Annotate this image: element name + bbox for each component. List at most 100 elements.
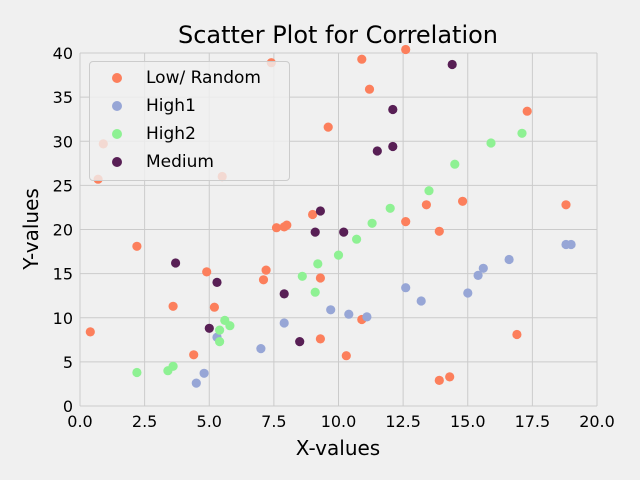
y-tick-label: 10 xyxy=(53,309,73,328)
scatter-point xyxy=(447,59,457,70)
scatter-point xyxy=(215,337,225,347)
scatter-point xyxy=(310,227,320,237)
scatter-point xyxy=(132,367,142,378)
scatter-point xyxy=(364,84,375,94)
chart-title: Scatter Plot for Correlation xyxy=(178,21,498,49)
scatter-point xyxy=(315,273,325,283)
scatter-point xyxy=(256,344,266,354)
scatter-point xyxy=(215,325,225,335)
scatter-point xyxy=(434,375,444,385)
scatter-point xyxy=(308,209,318,220)
x-tick-label: 0.0 xyxy=(67,412,92,431)
legend-item-high1: High1 xyxy=(90,95,196,117)
scatter-point xyxy=(315,206,325,216)
y-tick-labels: 0 5 10 15 20 25 30 35 40 xyxy=(53,44,73,416)
scatter-point xyxy=(561,200,571,210)
x-tick-label: 5.0 xyxy=(197,412,222,431)
x-axis-label: X-values xyxy=(296,436,380,460)
scatter-point xyxy=(357,54,367,64)
x-tick-label: 7.5 xyxy=(261,412,286,431)
x-tick-label: 12.5 xyxy=(385,412,421,431)
y-tick-label: 40 xyxy=(53,44,73,63)
legend-item-low-random: Low/ Random xyxy=(90,67,261,89)
scatter-point xyxy=(445,372,455,382)
scatter-point xyxy=(401,217,411,227)
x-tick-label: 17.5 xyxy=(515,412,551,431)
scatter-point xyxy=(450,159,460,169)
scatter-point xyxy=(132,241,142,251)
scatter-point xyxy=(258,275,269,285)
scatter-point xyxy=(199,368,209,378)
legend-marker-high1 xyxy=(112,101,122,111)
scatter-point xyxy=(168,301,178,311)
scatter-point xyxy=(212,277,222,287)
y-tick-label: 5 xyxy=(63,353,73,372)
scatter-point xyxy=(352,234,362,244)
scatter-point xyxy=(362,312,372,322)
legend: Low/ Random High1 High2 Medium xyxy=(89,61,290,181)
scatter-point xyxy=(512,329,522,340)
scatter-point xyxy=(204,323,214,333)
y-tick-label: 25 xyxy=(53,176,73,195)
legend-label-medium: Medium xyxy=(146,152,214,172)
x-tick-label: 15.0 xyxy=(450,412,486,431)
scatter-point xyxy=(310,287,320,297)
legend-marker-high2 xyxy=(112,129,122,139)
y-tick-label: 30 xyxy=(53,132,73,151)
scatter-point xyxy=(401,283,411,293)
scatter-point xyxy=(315,334,325,344)
scatter-point xyxy=(191,378,201,388)
scatter-point xyxy=(341,351,351,361)
y-axis-label: Y-values xyxy=(19,188,43,271)
scatter-point xyxy=(388,104,398,115)
scatter-point xyxy=(401,44,411,55)
scatter-point xyxy=(367,218,377,228)
scatter-point xyxy=(333,250,344,260)
legend-label-low-random: Low/ Random xyxy=(146,68,261,88)
scatter-point xyxy=(209,302,219,312)
scatter-point xyxy=(522,106,532,116)
scatter-point xyxy=(313,259,323,269)
scatter-point xyxy=(385,203,395,213)
scatter-point xyxy=(297,271,307,281)
scatter-point xyxy=(486,138,496,148)
scatter-point xyxy=(416,296,426,306)
scatter-point xyxy=(295,337,305,347)
x-tick-label: 2.5 xyxy=(132,412,157,431)
legend-marker-low-random xyxy=(112,73,122,83)
scatter-point xyxy=(189,350,199,360)
scatter-point xyxy=(271,223,282,233)
scatter-point xyxy=(282,220,292,230)
x-tick-label: 20.0 xyxy=(579,412,615,431)
scatter-point xyxy=(279,289,289,299)
scatter-point xyxy=(566,239,576,250)
scatter-point xyxy=(463,288,473,298)
scatter-point xyxy=(504,254,514,265)
scatter-point xyxy=(323,122,333,132)
y-tick-label: 15 xyxy=(53,265,73,284)
scatter-point xyxy=(434,226,444,236)
scatter-point xyxy=(421,200,431,210)
scatter-point xyxy=(424,186,434,196)
scatter-point xyxy=(279,318,289,328)
x-tick-label: 10.0 xyxy=(321,412,357,431)
scatter-point xyxy=(168,361,178,371)
legend-item-medium: Medium xyxy=(90,151,214,173)
scatter-point xyxy=(225,321,235,331)
scatter-point xyxy=(517,128,527,138)
legend-item-high2: High2 xyxy=(90,123,196,145)
scatter-point xyxy=(261,265,271,275)
scatter-point xyxy=(171,258,181,268)
legend-label-high1: High1 xyxy=(146,96,196,116)
x-tick-labels: 0.0 2.5 5.0 7.5 10.0 12.5 15.0 17.5 20.0 xyxy=(67,412,615,431)
y-tick-label: 0 xyxy=(63,397,73,416)
scatter-point xyxy=(339,227,349,237)
scatter-point xyxy=(372,146,382,156)
scatter-point xyxy=(458,196,468,206)
scatter-point xyxy=(478,263,488,273)
scatter-point xyxy=(85,327,95,337)
scatter-point xyxy=(344,309,354,319)
legend-label-high2: High2 xyxy=(146,124,196,144)
scatter-point xyxy=(473,270,483,280)
